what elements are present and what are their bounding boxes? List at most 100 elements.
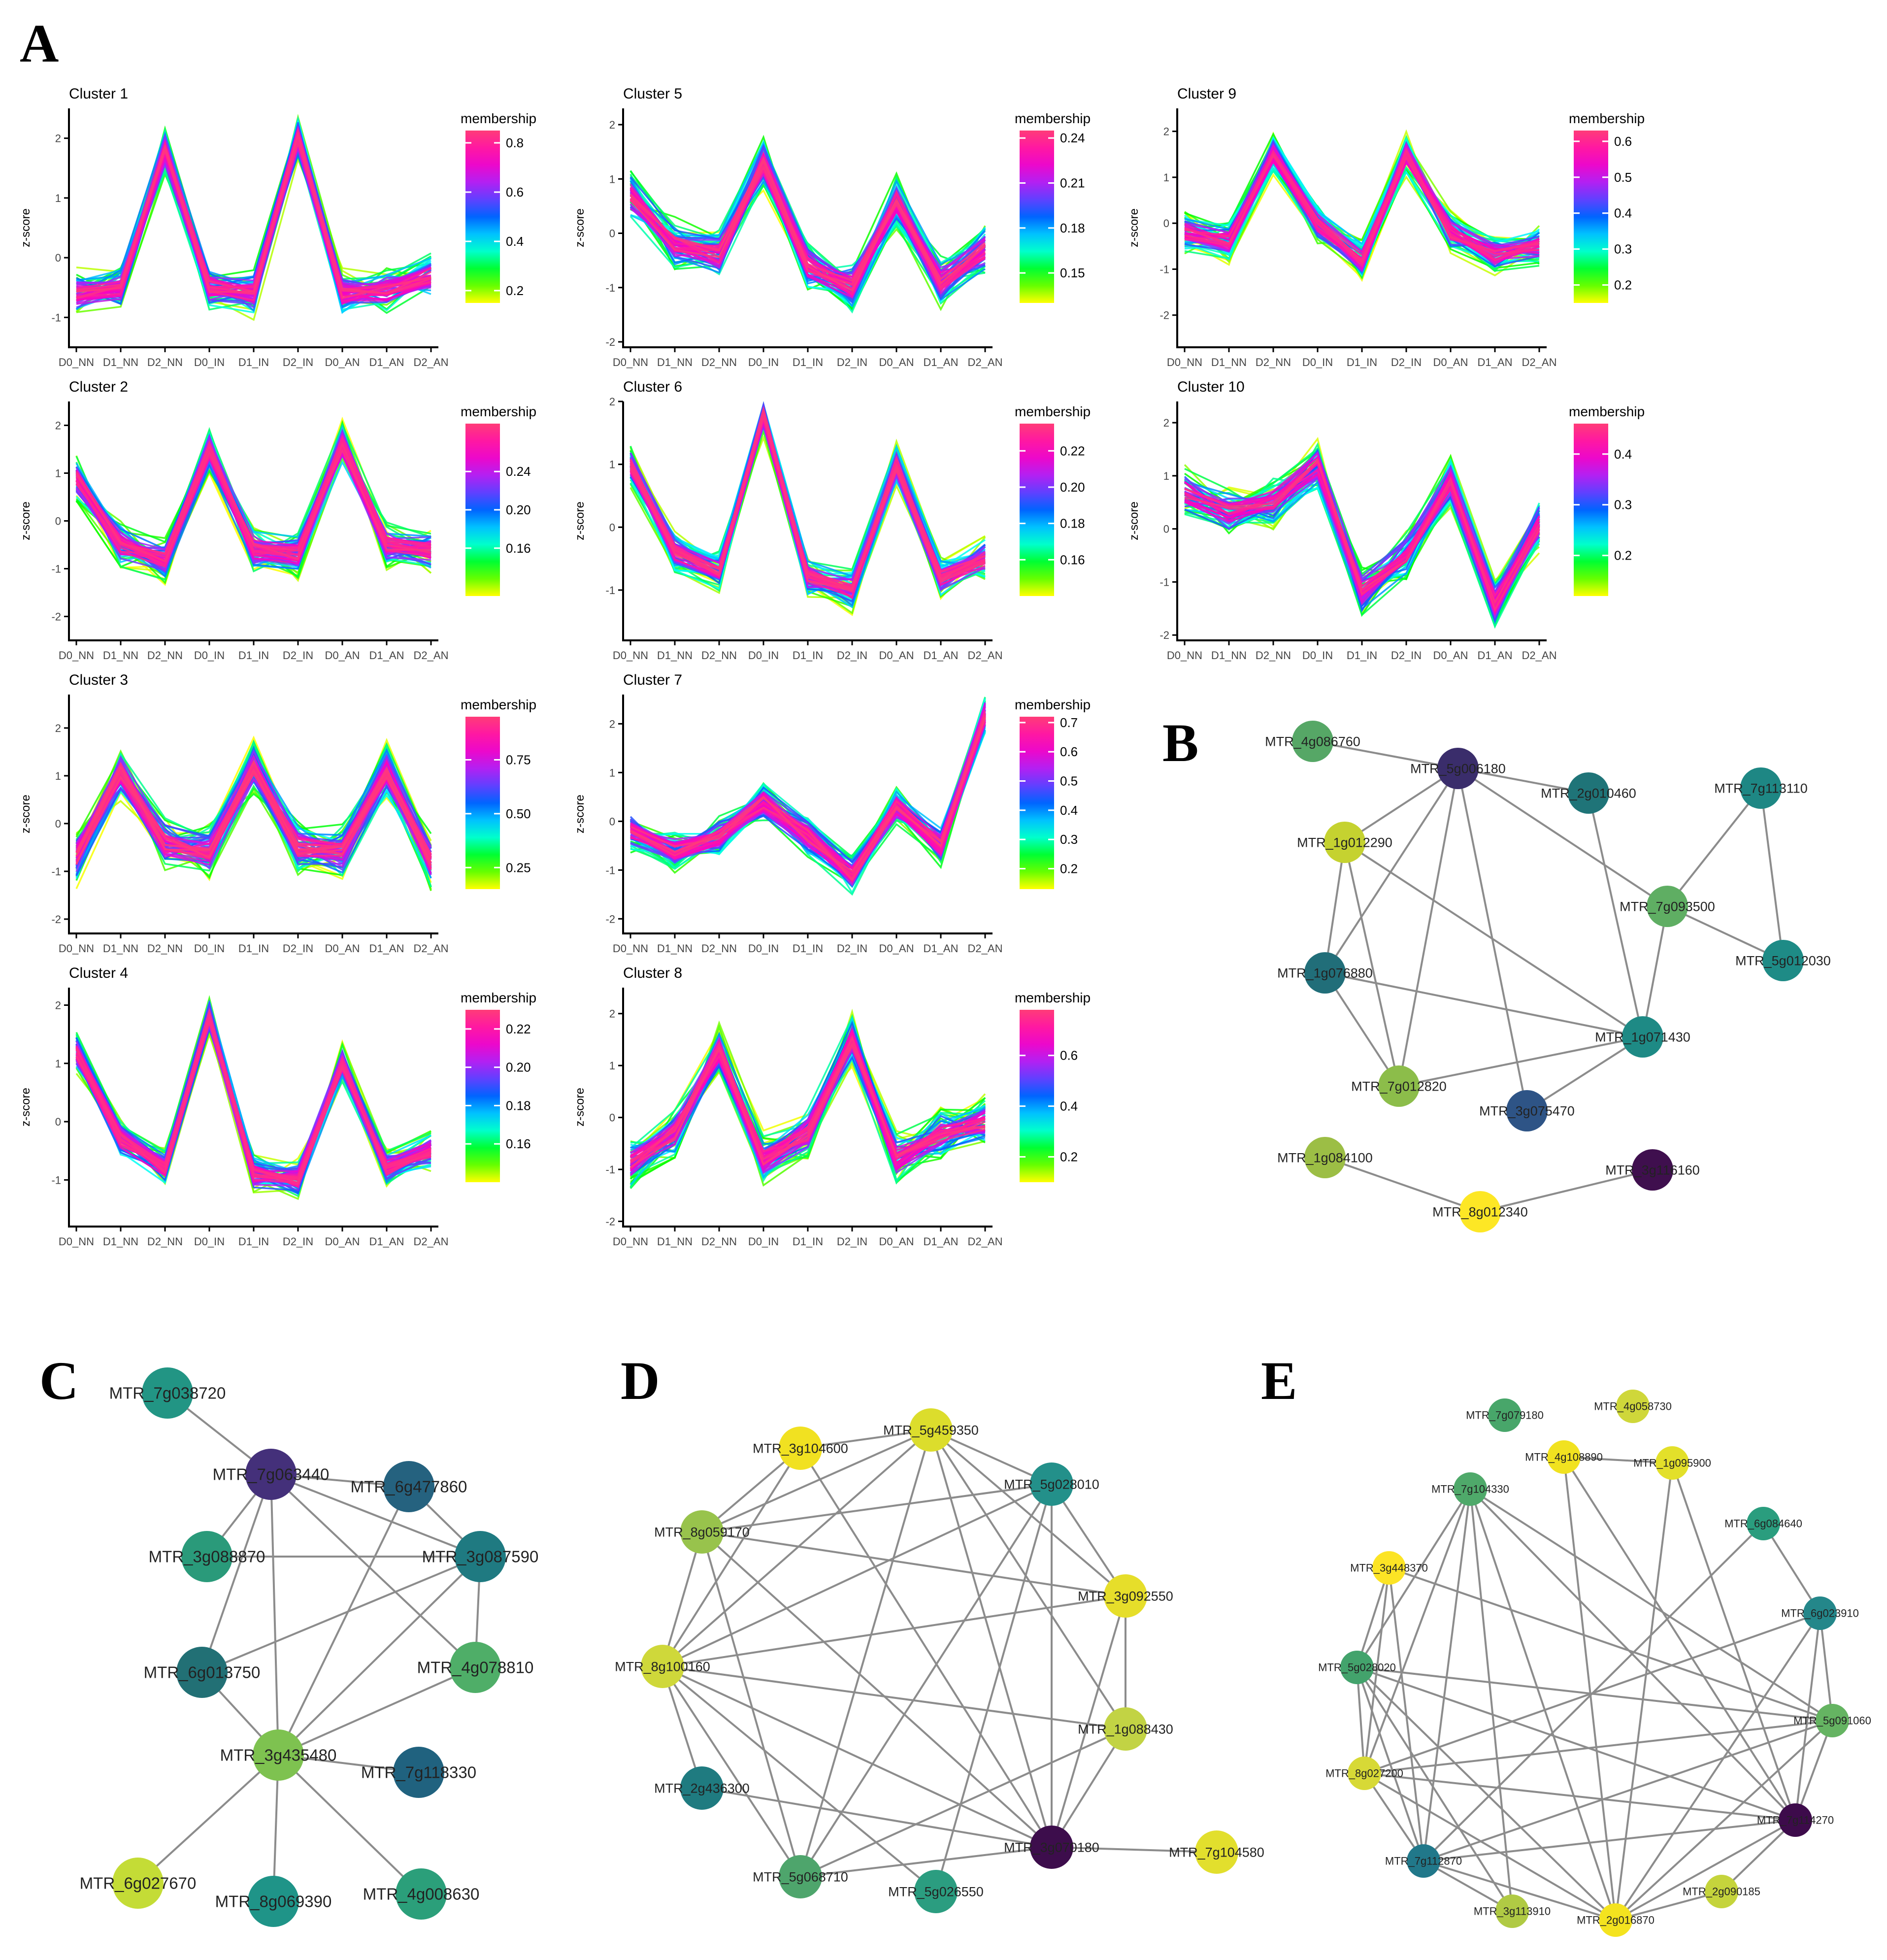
y-axis-label: z-score bbox=[19, 795, 33, 833]
node-label: MTR_5g006180 bbox=[1410, 761, 1506, 776]
y-tick-label: 1 bbox=[1163, 171, 1169, 184]
network-d: MTR_5g459350 MTR_3g104600 MTR_5g028010 MTR_… bbox=[615, 1408, 1264, 1913]
chart-title: Cluster 9 bbox=[1177, 86, 1236, 102]
y-tick-label: 0 bbox=[609, 228, 615, 240]
node-label: MTR_5g068710 bbox=[753, 1869, 848, 1884]
network-edge bbox=[701, 1429, 931, 1533]
network-edge bbox=[1364, 1772, 1796, 1821]
x-tick-label: D2_IN bbox=[837, 356, 867, 368]
network-edge bbox=[1324, 1157, 1481, 1213]
network-node bbox=[1616, 1390, 1650, 1423]
y-axis-label: z-score bbox=[573, 795, 587, 833]
y-tick-label: 0 bbox=[609, 815, 615, 828]
network-edge bbox=[662, 1531, 703, 1667]
node-label: MTR_7g063440 bbox=[213, 1465, 330, 1484]
x-tick-label: D2_IN bbox=[1391, 649, 1422, 662]
x-tick-label: D2_NN bbox=[701, 356, 737, 368]
x-tick-label: D2_NN bbox=[701, 649, 737, 662]
network-edge bbox=[1721, 1819, 1796, 1893]
y-tick-label: 1 bbox=[1163, 470, 1169, 482]
legend-title: membership bbox=[461, 111, 536, 126]
network-edges bbox=[662, 1429, 1217, 1893]
node-label: MTR_5g028010 bbox=[1004, 1477, 1099, 1492]
node-label: MTR_6g477860 bbox=[351, 1478, 467, 1496]
network-edge bbox=[935, 1484, 1053, 1892]
legend-tick-label: 0.4 bbox=[1614, 206, 1632, 221]
network-edge bbox=[270, 1473, 481, 1558]
legend-tick-label: 0.18 bbox=[506, 1098, 531, 1113]
network-node bbox=[1647, 886, 1688, 927]
legend-tick-label: 0.25 bbox=[506, 860, 531, 875]
x-tick-label: D2_IN bbox=[1391, 356, 1422, 368]
node-label: MTR_3g092550 bbox=[1078, 1589, 1173, 1603]
network-edge bbox=[1615, 1612, 1821, 1921]
x-tick-label: D0_AN bbox=[1433, 649, 1468, 662]
chart-title: Cluster 4 bbox=[69, 965, 128, 981]
x-tick-label: D0_AN bbox=[879, 649, 914, 662]
network-node bbox=[1740, 767, 1782, 809]
series-lines bbox=[629, 697, 986, 896]
x-tick-label: D0_IN bbox=[194, 1235, 225, 1248]
cluster-chart: Cluster 10 z-score -2 -1 0 1 2 D0_NN D1_NN D2_NN D… bbox=[1127, 379, 1645, 662]
node-label: MTR_3g070180 bbox=[1004, 1840, 1099, 1855]
network-b: MTR_4g086760 MTR_5g006180 MTR_2g010460 MTR_… bbox=[1265, 721, 1831, 1232]
y-tick-label: 2 bbox=[55, 722, 61, 734]
network-edge bbox=[1363, 1772, 1617, 1921]
chart-title: Cluster 10 bbox=[1177, 379, 1245, 395]
network-edge bbox=[1563, 1456, 1673, 1464]
legend-tick-label: 0.3 bbox=[1060, 832, 1078, 847]
y-tick-label: 1 bbox=[609, 173, 615, 185]
series-line bbox=[75, 1013, 431, 1184]
network-node bbox=[641, 1645, 684, 1688]
node-label: MTR_5g026550 bbox=[888, 1884, 984, 1899]
y-tick-label: -2 bbox=[1159, 629, 1169, 641]
y-tick-label: 0 bbox=[55, 1116, 61, 1128]
legend-title: membership bbox=[461, 404, 536, 419]
axes bbox=[68, 401, 438, 641]
network-edge bbox=[1563, 1456, 1796, 1821]
node-label: MTR_3g088870 bbox=[149, 1548, 265, 1566]
x-tick-label: D1_AN bbox=[924, 942, 959, 955]
legend-tick-label: 0.21 bbox=[1060, 176, 1085, 191]
chart-title: Cluster 5 bbox=[623, 86, 682, 102]
node-label: MTR_7g114270 bbox=[1757, 1814, 1834, 1827]
legend-title: membership bbox=[1569, 404, 1645, 419]
network-edge bbox=[270, 1473, 476, 1668]
x-tick-label: D2_NN bbox=[147, 1235, 183, 1248]
legend-title: membership bbox=[461, 697, 536, 712]
y-tick-label: 2 bbox=[609, 1008, 615, 1020]
network-edge bbox=[1423, 1489, 1471, 1861]
chart-title: Cluster 6 bbox=[623, 379, 682, 395]
node-label: MTR_1g071430 bbox=[1595, 1030, 1690, 1044]
cluster-chart: Cluster 6 z-score -1 0 1 2 D0_NN D1_NN D2_NN D0_I… bbox=[573, 379, 1091, 662]
x-tick-label: D0_IN bbox=[194, 356, 225, 368]
series-line bbox=[630, 717, 986, 882]
legend-tick-label: 0.2 bbox=[506, 283, 524, 298]
legend-tick-label: 0.4 bbox=[1614, 447, 1632, 462]
network-edge bbox=[1364, 1720, 1833, 1774]
x-tick-label: D2_AN bbox=[1522, 356, 1557, 368]
node-label: MTR_7g104580 bbox=[1169, 1845, 1264, 1860]
y-tick-label: 1 bbox=[609, 459, 615, 471]
x-tick-label: D0_NN bbox=[1167, 356, 1202, 368]
node-label: MTR_8g069390 bbox=[215, 1893, 332, 1911]
network-edge bbox=[1526, 1036, 1644, 1112]
network-node bbox=[142, 1367, 193, 1419]
node-label: MTR_3g116160 bbox=[1605, 1163, 1700, 1177]
node-label: MTR_7g113110 bbox=[1714, 781, 1808, 796]
series-lines bbox=[629, 401, 986, 616]
series-lines bbox=[1184, 129, 1540, 282]
legend-tick-label: 0.22 bbox=[506, 1022, 531, 1036]
network-edge bbox=[1398, 1036, 1643, 1087]
x-tick-label: D1_IN bbox=[793, 356, 823, 368]
y-tick-label: -1 bbox=[605, 584, 615, 597]
network-nodes bbox=[112, 1367, 506, 1927]
network-edge bbox=[1469, 1488, 1796, 1821]
series-lines bbox=[75, 735, 432, 891]
network-node bbox=[1568, 772, 1609, 814]
series-line bbox=[630, 716, 986, 873]
node-label: MTR_4g078810 bbox=[417, 1659, 534, 1677]
x-tick-label: D2_IN bbox=[283, 1235, 313, 1248]
network-labels: MTR_7g038720 MTR_7g063440 MTR_6g477860 MTR_… bbox=[80, 1384, 539, 1911]
